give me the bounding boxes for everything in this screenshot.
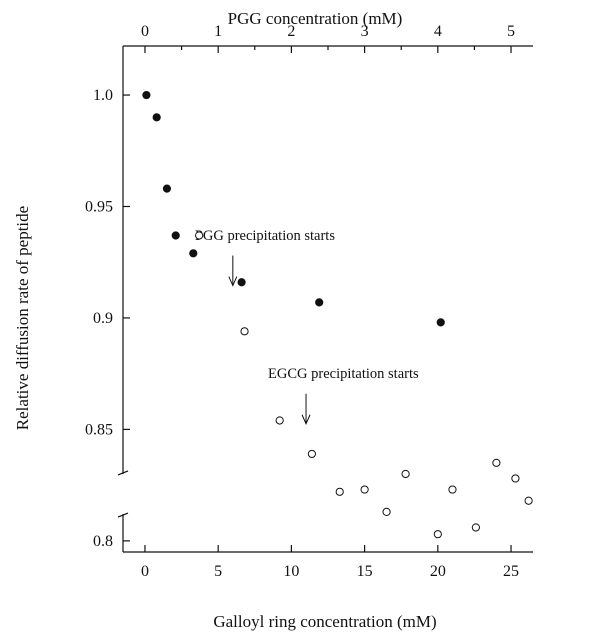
open-point: [361, 486, 368, 493]
open-point: [308, 450, 315, 457]
x-tick-label: 25: [503, 563, 519, 580]
y-tick-label: 0.85: [85, 421, 113, 438]
open-point: [383, 508, 390, 515]
open-point: [434, 531, 441, 538]
open-point: [276, 417, 283, 424]
filled-point: [316, 299, 323, 306]
axes: [118, 46, 533, 552]
open-point: [512, 475, 519, 482]
x2-tick-label: 5: [507, 23, 515, 40]
x2-tick-label: 0: [141, 23, 149, 40]
x-tick-label: 5: [214, 563, 222, 580]
x-axis-title: Galloyl ring concentration (mM): [213, 612, 436, 631]
annotations: PGG precipitation starts EGCG precipitati…: [195, 228, 419, 424]
y-tick-label: 0.95: [85, 198, 113, 215]
y-axis-title: Relative diffusion rate of peptide: [13, 206, 32, 430]
x-tick-label: 15: [357, 563, 373, 580]
filled-point: [238, 279, 245, 286]
open-point: [472, 524, 479, 531]
open-point: [449, 486, 456, 493]
x-tick-label: 10: [283, 563, 299, 580]
filled-point: [153, 114, 160, 121]
x2-axis-title: PGG concentration (mM): [228, 9, 403, 28]
ticks: 0.80.850.90.951.00 5 10 15 20 250 1 2 3 4 5: [85, 23, 519, 580]
open-point: [196, 232, 203, 239]
filled-point: [163, 185, 170, 192]
data-points: [143, 91, 532, 537]
open-point: [493, 459, 500, 466]
x2-tick-label: 4: [434, 23, 442, 40]
open-point: [241, 328, 248, 335]
filled-point: [172, 232, 179, 239]
filled-point: [143, 91, 150, 98]
filled-point: [437, 319, 444, 326]
x2-tick-label: 1: [214, 23, 222, 40]
annotation-label: EGCG precipitation starts: [268, 366, 419, 382]
x-tick-label: 0: [141, 563, 149, 580]
annotation-label: PGG precipitation starts: [195, 228, 336, 244]
open-point: [525, 497, 532, 504]
y-tick-label: 0.8: [93, 533, 113, 550]
x-tick-label: 20: [430, 563, 446, 580]
filled-point: [190, 250, 197, 257]
y-tick-label: 0.9: [93, 310, 113, 327]
open-point: [336, 488, 343, 495]
open-point: [402, 470, 409, 477]
y-tick-label: 1.0: [93, 87, 113, 104]
